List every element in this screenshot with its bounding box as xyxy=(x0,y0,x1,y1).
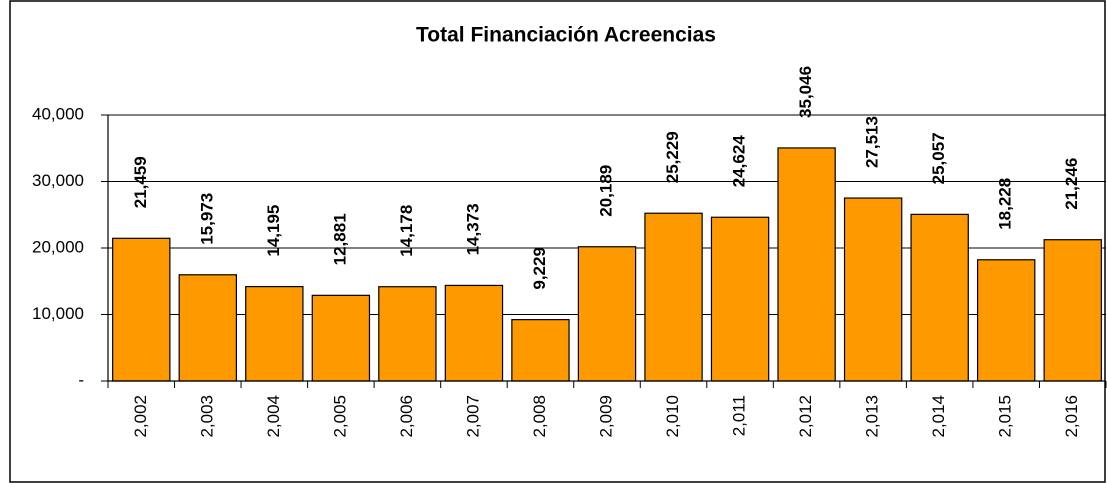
bar xyxy=(311,294,371,382)
value-label: 25,229 xyxy=(663,131,682,183)
bar xyxy=(777,147,836,382)
bar xyxy=(178,274,238,382)
value-label: 18,228 xyxy=(996,178,1015,230)
value-label: 24,624 xyxy=(730,135,749,188)
y-tick-label: 20,000 xyxy=(32,237,84,256)
x-tick-label: 2,002 xyxy=(131,395,150,438)
x-tick-label: 2,007 xyxy=(463,395,482,438)
bar xyxy=(577,246,637,382)
chart-title: Total Financiación Acreencias xyxy=(416,24,716,47)
bar xyxy=(245,286,304,382)
y-tick-label: 30,000 xyxy=(32,171,84,190)
x-tick-label: 2,014 xyxy=(929,395,948,438)
bar xyxy=(378,286,437,382)
x-tick-label: 2,006 xyxy=(397,395,416,438)
value-label: 27,513 xyxy=(863,116,882,168)
x-tick-label: 2,015 xyxy=(996,395,1015,438)
x-tick-label: 2,013 xyxy=(863,395,882,438)
x-tick-label: 2,008 xyxy=(530,395,549,438)
bar xyxy=(511,319,570,382)
bar xyxy=(1043,239,1102,382)
bar xyxy=(444,284,504,382)
value-label: 12,881 xyxy=(330,213,349,265)
x-tick-label: 2,011 xyxy=(730,395,749,436)
x-tick-label: 2,005 xyxy=(330,395,349,438)
bar xyxy=(843,197,903,382)
value-label: 20,189 xyxy=(596,165,615,217)
bar xyxy=(976,259,1036,382)
value-label: 25,057 xyxy=(929,132,948,184)
x-tick-label: 2,016 xyxy=(1062,395,1081,438)
bar xyxy=(910,213,969,382)
value-label: 21,246 xyxy=(1062,158,1081,210)
x-tick-label: 2,003 xyxy=(197,395,216,438)
value-label: 15,973 xyxy=(197,193,216,245)
value-label: 14,373 xyxy=(463,203,482,255)
value-label: 14,195 xyxy=(264,205,283,257)
bar xyxy=(710,216,770,382)
value-label: 14,178 xyxy=(397,205,416,257)
value-label: 35,046 xyxy=(796,66,815,118)
bar xyxy=(112,237,171,382)
y-tick-label: 10,000 xyxy=(32,304,84,323)
x-tick-label: 2,009 xyxy=(596,395,615,438)
x-tick-label: 2,004 xyxy=(264,395,283,438)
value-label: 21,459 xyxy=(131,156,150,208)
y-tick-label: 40,000 xyxy=(32,104,84,123)
x-tick-label: 2,010 xyxy=(663,395,682,438)
value-label: 9,229 xyxy=(530,247,549,290)
bar xyxy=(644,212,703,382)
x-tick-label: 2,012 xyxy=(796,395,815,438)
y-tick-label: - xyxy=(78,370,84,389)
